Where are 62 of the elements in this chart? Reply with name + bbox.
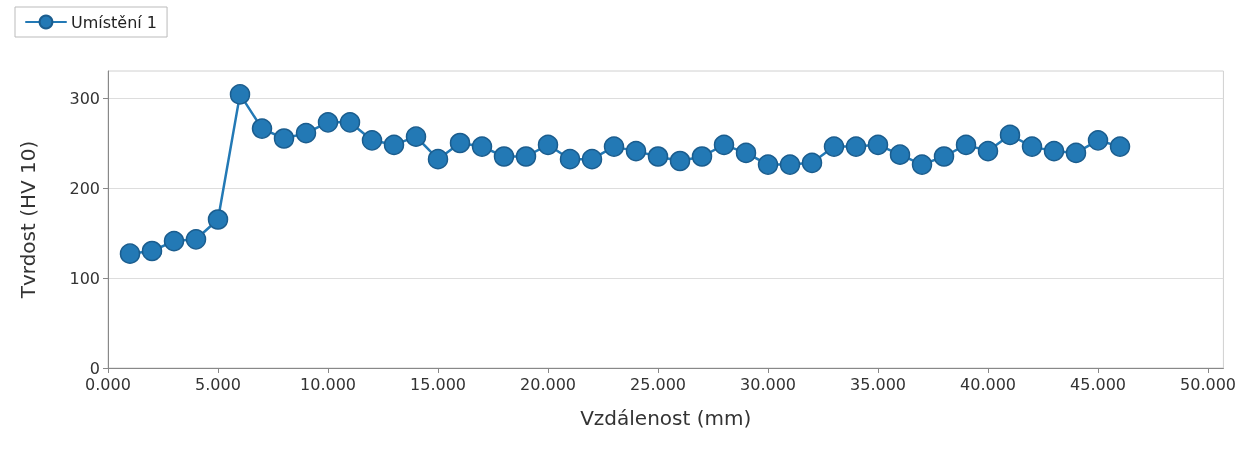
point [625,140,647,162]
point [713,134,735,156]
point [119,243,141,264]
x-tick-label: 40.000 [960,374,1016,394]
point [207,209,229,230]
point [999,124,1021,146]
x-tick-label: 50.000 [1180,374,1236,394]
point [581,148,603,170]
point [515,146,537,167]
x-tick-label: 35.000 [850,374,906,394]
point [229,84,251,105]
point [889,144,911,165]
x-tick-label: 15.000 [410,374,466,394]
point [603,136,625,157]
point [1021,136,1043,157]
point [273,128,295,149]
y-tick-label: 100 [69,268,100,288]
point [1087,130,1109,151]
point [163,230,185,252]
point [383,134,405,156]
point [141,240,163,262]
x-tick-label: 5.000 [195,374,241,394]
x-tick-label: 10.000 [300,374,356,394]
point [471,136,493,157]
x-axis-title: Vzdálenost (mm) [580,406,752,430]
point [361,130,383,151]
point [735,142,757,164]
x-tick-label: 45.000 [1070,374,1126,394]
point [339,112,361,133]
x-tick-label: 30.000 [740,374,796,394]
point [867,134,889,156]
point [1065,142,1087,164]
point [757,154,779,175]
x-tick-label: 20.000 [520,374,576,394]
point [823,136,845,157]
point [317,112,339,133]
point [845,136,867,157]
point [1109,136,1131,157]
y-axis-title: Tvrdost (HV 10) [16,140,40,300]
point [493,146,515,167]
point [933,146,955,167]
point [977,140,999,162]
y-tick-label: 200 [69,178,100,198]
legend-label: Umístění 1 [71,12,158,32]
point [801,152,823,174]
point [185,229,207,250]
point [691,146,713,167]
point [647,146,669,167]
point [427,148,449,170]
x-tick-label: 25.000 [630,374,686,394]
point [779,154,801,175]
point [295,122,317,144]
point [537,134,559,156]
point [449,132,471,154]
point [559,148,581,170]
point [405,126,427,147]
point [251,118,273,139]
point [1043,140,1065,162]
point [669,150,691,172]
y-tick-label: 300 [69,88,100,108]
point [955,134,977,156]
point [911,154,933,175]
